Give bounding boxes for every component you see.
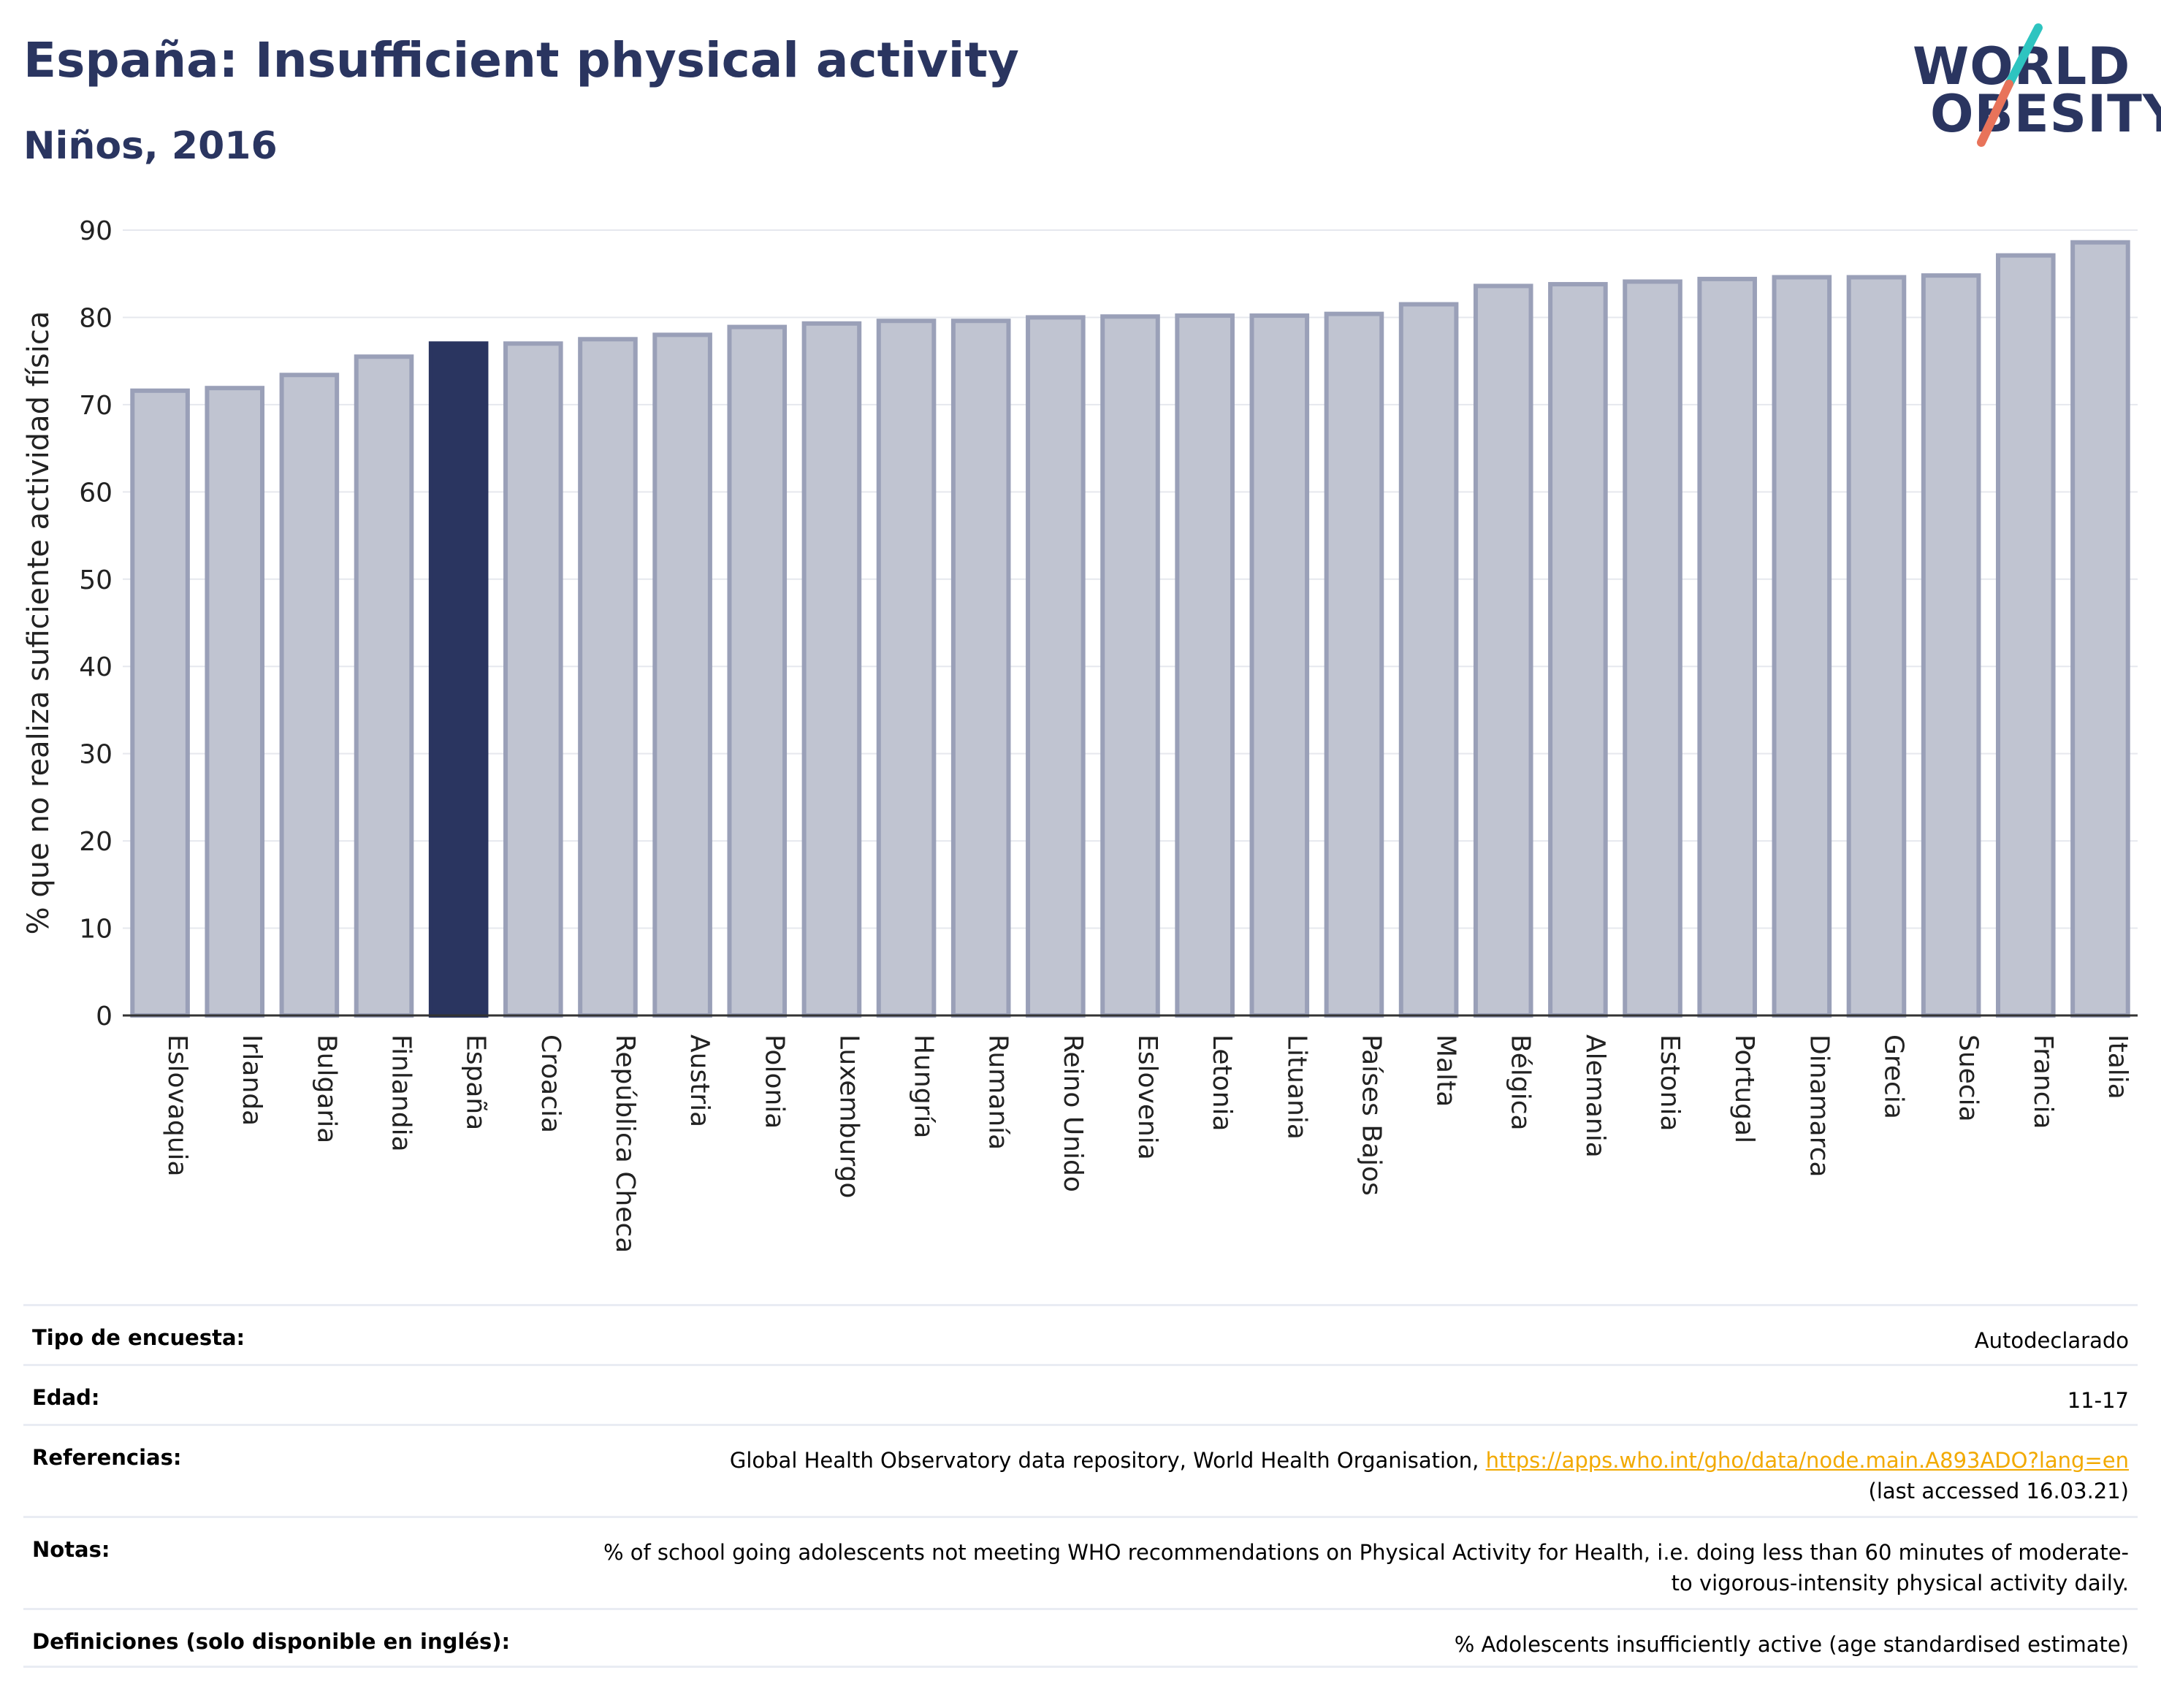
x-tick-label: Alemania [1580,1034,1610,1158]
bar [279,373,340,1018]
y-axis-title: % que no realiza suficiente actividad fí… [22,311,56,935]
bar-chart: 0 10 20 30 40 50 60 70 80 90 % que no realiza sufi… [22,216,2138,1253]
logo-line2: OBESITY [1930,84,2161,144]
x-tick-label: Eslovaquia [162,1034,192,1177]
bar [428,341,489,1018]
logo-slash-icon [1977,23,2043,147]
info-label: Notas: [32,1537,110,1562]
y-tick-label: 60 [79,478,113,508]
x-tick-label: Bélgica [1506,1034,1536,1131]
y-tick-label: 80 [79,303,113,333]
x-tick-label: Malta [1431,1034,1461,1107]
x-tick-label: Grecia [1878,1034,1908,1119]
info-label: Tipo de encuesta: [32,1325,245,1350]
x-tick-label: Lituania [1281,1034,1311,1140]
x-tick-label: República Checa [610,1034,640,1253]
bar [1473,283,1533,1018]
bar [1026,315,1086,1018]
y-tick-label: 0 [96,1002,113,1032]
info-row-notes: Notas: % of school going adolescents not… [23,1516,2138,1608]
y-tick-label: 40 [79,652,113,682]
bar [578,337,638,1018]
bar [503,341,563,1018]
bar [205,386,265,1018]
info-table: Tipo de encuesta: Autodeclarado Edad: 11… [23,1304,2138,1668]
x-tick-label: Francia [2028,1034,2058,1129]
y-tick-label: 90 [79,216,113,246]
info-label: Definiciones (solo disponible en inglés)… [32,1629,511,1654]
bar [876,319,937,1018]
bar [1548,282,1608,1018]
bar [1772,275,1832,1018]
info-value: Global Health Observatory data repositor… [730,1445,2129,1506]
chart-title: España: Insufficient physical activity [23,32,1019,88]
x-tick-label: Finlandia [386,1034,416,1152]
bar [1100,314,1160,1018]
bar [1846,275,1907,1018]
x-tick-label: Rumanía [983,1034,1013,1150]
bar [1398,302,1459,1018]
x-tick-label: Irlanda [237,1034,267,1126]
x-tick-label: Austria [685,1034,714,1127]
x-tick-label: Croacia [536,1034,565,1133]
reference-text: Global Health Observatory data repositor… [729,1448,1486,1473]
reference-link[interactable]: https://apps.who.int/gho/data/node.main.… [1485,1448,2129,1473]
info-value: % of school going adolescents not meetin… [603,1540,2129,1595]
chart-subtitle: Niños, 2016 [23,124,278,168]
bar [1623,279,1682,1018]
bar [354,354,414,1018]
bar [727,324,788,1018]
x-tick-label: Hungría [909,1034,939,1138]
info-value: 11-17 [2067,1388,2129,1413]
x-tick-label: Polonia [759,1034,789,1129]
info-label: Edad: [32,1385,100,1410]
bar [130,388,190,1018]
x-tick-label: Estonia [1655,1034,1685,1132]
info-row-age: Edad: 11-17 [23,1364,2138,1424]
y-tick-label: 50 [79,565,113,595]
bar [1697,276,1757,1018]
y-tick-label: 30 [79,740,113,770]
bar [1921,273,1981,1018]
bar [652,332,712,1018]
bar [1995,253,2056,1018]
info-value: Autodeclarado [1974,1328,2129,1353]
y-tick-label: 70 [79,391,113,421]
info-row-survey-type: Tipo de encuesta: Autodeclarado [23,1304,2138,1364]
x-tick-label: Luxemburgo [834,1034,864,1198]
x-tick-label: Dinamarca [1804,1034,1834,1178]
x-tick-label: Portugal [1729,1034,1759,1143]
x-tick-label: Italia [2103,1034,2133,1099]
bar [2070,240,2130,1018]
bar [950,319,1011,1018]
bar [1175,313,1235,1018]
x-tick-label: Suecia [1954,1034,1983,1122]
y-tick-label: 20 [79,827,113,857]
x-tick-label: Letonia [1207,1034,1237,1132]
world-obesity-logo: WORLD OBESITY [1899,15,2161,161]
info-label: Referencias: [32,1445,182,1470]
x-tick-label: Reino Unido [1058,1034,1088,1192]
bar [1324,311,1384,1018]
x-tick-label: Eslovenia [1132,1034,1162,1160]
bar [801,321,862,1018]
info-row-definitions: Definiciones (solo disponible en inglés)… [23,1608,2138,1668]
x-tick-label: Países Bajos [1356,1034,1386,1196]
bar [1249,313,1310,1018]
reference-accessed: (last accessed 16.03.21) [1868,1479,2129,1503]
info-value: % Adolescents insufficiently active (age… [1454,1632,2129,1657]
x-tick-label: España [461,1034,491,1130]
info-row-references: Referencias: Global Health Observatory d… [23,1424,2138,1516]
x-tick-label: Bulgaria [311,1034,341,1143]
y-tick-label: 10 [79,915,113,945]
